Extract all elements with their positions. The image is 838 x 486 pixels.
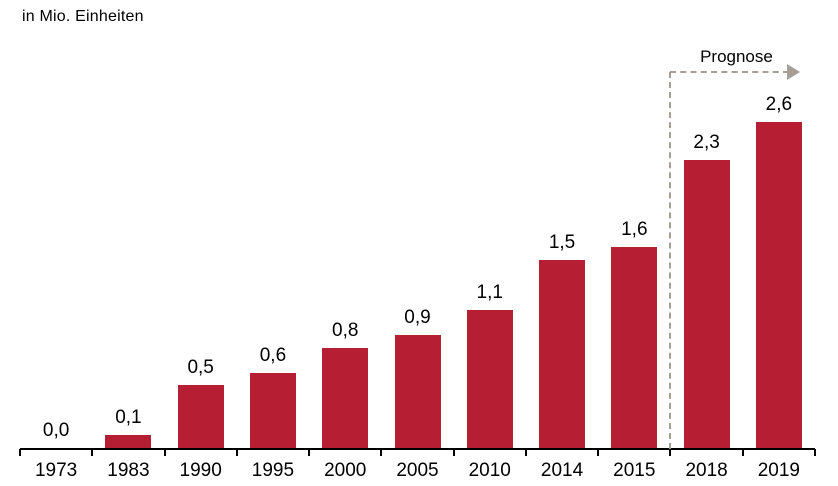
category-label: 2005 xyxy=(396,460,439,481)
bar-value-label: 1,5 xyxy=(548,232,576,253)
prognose-arrowhead-icon xyxy=(787,64,801,80)
axis-tick xyxy=(163,449,166,456)
bar-2000 xyxy=(322,348,369,448)
category-label: 2010 xyxy=(468,460,511,481)
bar-value-label: 2,6 xyxy=(765,94,793,115)
bar-1990 xyxy=(177,385,224,448)
bar-2014 xyxy=(539,260,586,448)
category-label: 1983 xyxy=(107,460,150,481)
bar-1983 xyxy=(105,435,152,448)
prognose-dashed-horizontal-line xyxy=(670,71,790,73)
axis-tick xyxy=(91,449,94,456)
axis-tick xyxy=(814,449,816,456)
axis-tick xyxy=(452,449,455,456)
prognose-label: Prognose xyxy=(700,47,773,66)
chart-title: in Mio. Einheiten xyxy=(22,8,144,25)
category-label: 1995 xyxy=(251,460,295,481)
axis-tick xyxy=(669,449,672,456)
bar-value-label: 2,3 xyxy=(693,132,720,153)
bar-1995 xyxy=(249,373,296,448)
bar-value-label: 0,6 xyxy=(259,345,287,366)
axis-tick xyxy=(380,449,383,456)
category-label: 2015 xyxy=(613,460,656,481)
category-label: 2018 xyxy=(685,460,728,481)
category-label: 2000 xyxy=(324,460,367,481)
bar-value-label: 0,9 xyxy=(404,307,431,328)
axis-tick xyxy=(524,449,527,456)
axis-tick xyxy=(235,449,238,456)
category-label: 2019 xyxy=(757,460,800,481)
category-label: 2014 xyxy=(540,460,584,481)
bar-2005 xyxy=(394,335,441,448)
axis-tick xyxy=(308,449,311,456)
axis-tick xyxy=(597,449,600,456)
bar-value-label: 1,6 xyxy=(621,219,648,240)
axis-tick xyxy=(19,449,21,456)
category-label: 1990 xyxy=(179,460,222,481)
bar-2015 xyxy=(611,247,658,448)
bar-2018 xyxy=(683,160,730,448)
prognose-dashed-vertical-line xyxy=(669,72,672,449)
bar-2010 xyxy=(466,310,513,448)
bar-value-label: 1,1 xyxy=(476,282,503,303)
bar-value-label: 0,8 xyxy=(332,320,359,341)
category-label: 1973 xyxy=(34,460,78,481)
bar-2019 xyxy=(755,122,802,448)
bar-value-label: 0,1 xyxy=(115,407,142,428)
x-axis xyxy=(20,448,815,450)
bar-value-label: 0,0 xyxy=(42,420,70,441)
axis-tick xyxy=(741,449,744,456)
bar-value-label: 0,5 xyxy=(187,357,214,378)
